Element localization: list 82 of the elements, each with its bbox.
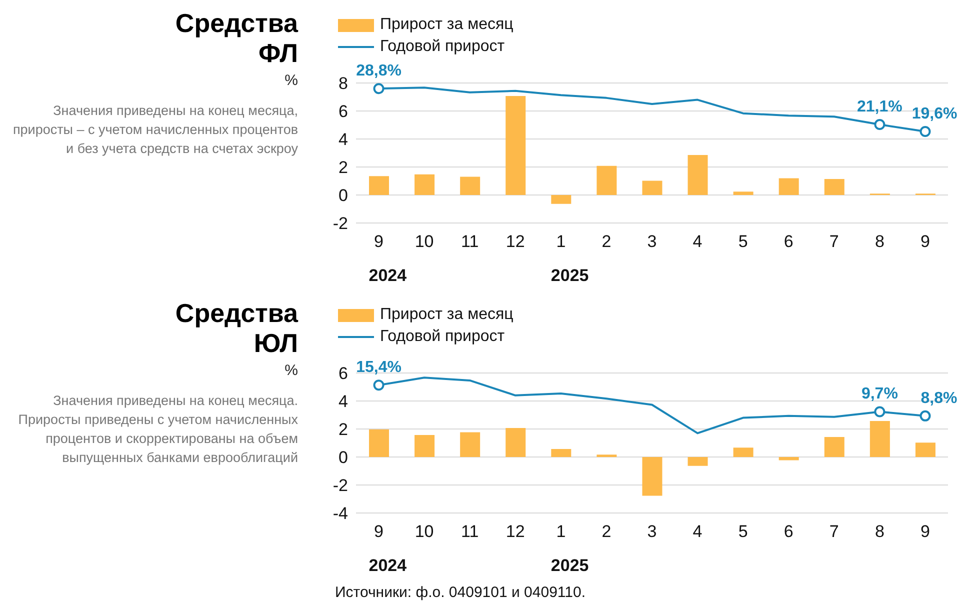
y-tick-label: 6 [338,364,348,384]
x-tick-label: 12 [506,522,525,541]
bar [778,457,799,460]
y-tick-label: 0 [338,186,348,206]
bar [414,435,435,457]
bar [642,180,662,195]
bar [460,176,480,195]
x-tick-label: 3 [647,522,657,541]
bar [642,457,662,496]
chart-title: Средства ЮЛ [174,298,298,358]
x-tick-label: 9 [920,232,930,251]
text: Источники: ф.о. 0409101 и 0409110. [335,584,586,601]
legend-label: Годовой прирост [380,37,505,57]
bar [733,192,754,195]
bar [596,166,617,195]
y-tick-label: 2 [338,158,348,178]
x-tick-label: 11 [461,522,479,541]
x-tick-label: 12 [506,232,525,251]
y-tick-label: 6 [338,102,348,122]
y-tick-label: -4 [332,504,348,524]
y-tick-label: 4 [338,392,348,412]
x-tick-label: 5 [738,522,748,541]
y-tick-label: 2 [338,420,348,440]
data-label: 8,8% [920,390,958,407]
y-tick-label: -2 [332,476,348,496]
text: Значения приведены на конец месяца. Приросты приведены с учетом начисленных процентов и скорректированы на объем выпущенных банками еврооблигаций [17,392,298,467]
legend-label: Годовой прирост [380,327,505,347]
chart-title: Средства ФЛ [174,8,298,68]
legend-label: Прирост за месяц [380,15,514,35]
bar [824,436,844,457]
x-tick-label: 10 [414,522,434,541]
bar [506,428,526,457]
x-tick-label: 1 [556,522,566,541]
x-tick-label: 2 [602,232,612,251]
text: 2025 [550,266,589,285]
bar [369,176,389,195]
bar [915,442,936,457]
y-tick-label: 0 [338,448,348,468]
x-tick-label: 3 [647,232,657,251]
bar [688,457,708,466]
y-axis-title: % [284,362,298,379]
x-tick-label: 9 [374,232,384,251]
y-tick-label: 4 [338,130,348,150]
x-tick-label: 2 [602,522,612,541]
x-tick-label: 6 [784,232,794,251]
x-tick-label: 10 [414,232,434,251]
x-tick-label: 6 [784,522,794,541]
bar [506,96,526,195]
text: 2024 [368,556,408,575]
x-tick-label: 8 [874,522,884,541]
data-label: 21,1% [857,98,902,116]
data-label: 15,4% [356,359,402,376]
data-label: 28,8% [356,62,402,80]
bar [778,178,799,195]
bar [551,449,572,457]
x-tick-label: 9 [374,522,384,541]
x-tick-label: 4 [692,232,702,251]
bar [369,429,389,457]
bar [551,195,572,204]
x-tick-label: 4 [692,522,702,541]
bar [460,432,480,457]
x-tick-label: 5 [738,232,748,251]
bar [688,154,708,195]
data-label: 9,7% [861,386,898,403]
y-tick-label: -2 [332,214,348,234]
x-tick-label: 7 [829,232,839,251]
text: 2025 [550,556,589,575]
y-tick-label: 8 [338,74,348,94]
bar [870,421,890,457]
x-tick-label: 11 [461,232,479,251]
x-tick-label: 9 [920,522,930,541]
y-axis-title: % [284,72,298,89]
data-label: 19,6% [912,106,958,123]
text: 2024 [368,266,408,285]
bar [824,179,844,195]
bar [733,448,754,457]
legend-label: Прирост за месяц [380,305,514,325]
bar [414,174,435,195]
x-tick-label: 8 [874,232,884,251]
text: Значения приведены на конец месяца, приросты – с учетом начисленных процентов и без учета средств на счетах эскроу [12,102,298,158]
x-tick-label: 7 [829,522,839,541]
x-tick-label: 1 [556,232,566,251]
